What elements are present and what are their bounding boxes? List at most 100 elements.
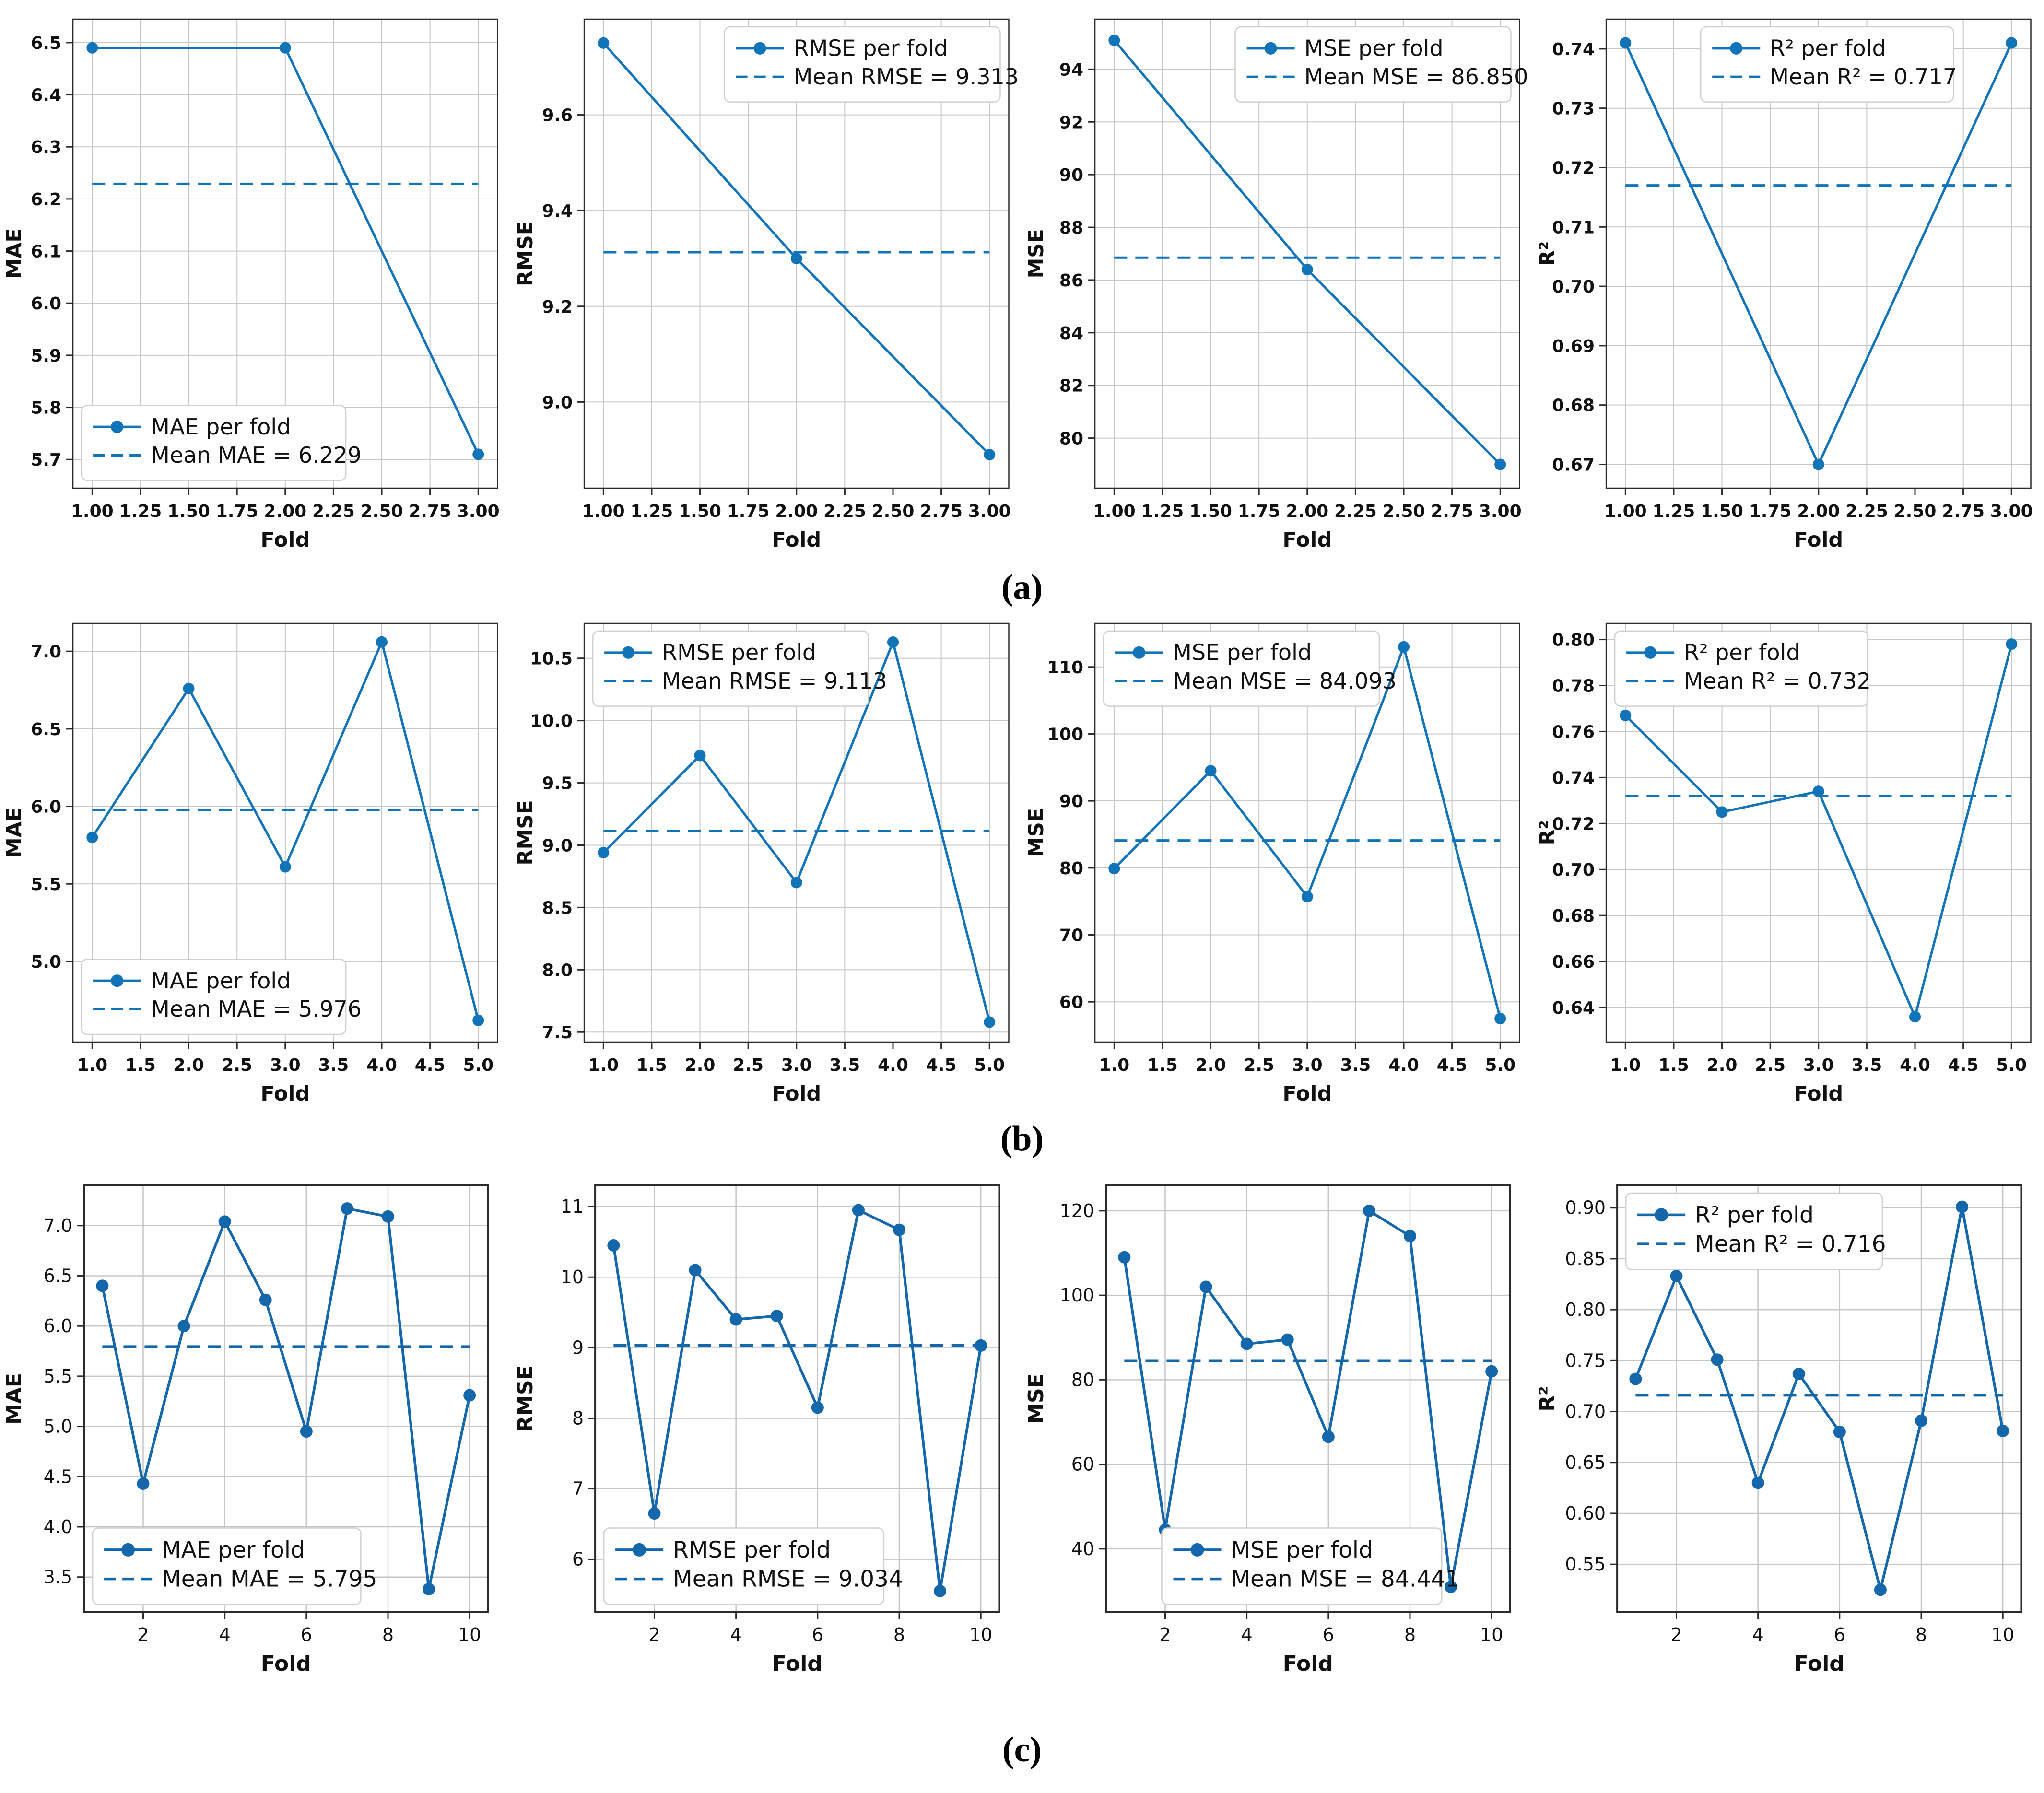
svg-text:80: 80: [1071, 1369, 1094, 1390]
svg-text:3.5: 3.5: [44, 1567, 72, 1588]
svg-text:R²: R²: [1535, 1386, 1560, 1411]
svg-text:Mean R² = 0.717: Mean R² = 0.717: [1770, 64, 1957, 90]
svg-text:1.0: 1.0: [1099, 1055, 1129, 1075]
chart-a-mae: 1.00 1.25 1.50 1.75 2.00 2.25 2.50 2.75 3.00 5.7 5…: [0, 0, 511, 566]
svg-text:1.50: 1.50: [167, 502, 210, 521]
svg-text:MSE: MSE: [1024, 229, 1048, 278]
svg-text:1.25: 1.25: [1652, 502, 1695, 521]
svg-text:0.55: 0.55: [1565, 1554, 1606, 1575]
svg-text:1.00: 1.00: [1604, 502, 1646, 521]
svg-text:3.00: 3.00: [1990, 502, 2032, 521]
svg-text:9.2: 9.2: [542, 297, 573, 317]
svg-text:0.73: 0.73: [1552, 99, 1595, 119]
svg-text:9.0: 9.0: [542, 836, 573, 855]
svg-text:3.5: 3.5: [1340, 1055, 1371, 1075]
svg-text:6.2: 6.2: [31, 190, 61, 210]
svg-text:1.75: 1.75: [1749, 502, 1791, 521]
svg-text:5.8: 5.8: [31, 398, 61, 418]
svg-text:4.5: 4.5: [415, 1055, 446, 1075]
svg-text:RMSE: RMSE: [513, 1365, 538, 1432]
svg-text:2.5: 2.5: [222, 1055, 252, 1075]
svg-text:88: 88: [1059, 218, 1083, 238]
svg-text:1.00: 1.00: [1093, 502, 1136, 521]
svg-text:5.0: 5.0: [1996, 1055, 2027, 1075]
svg-text:2.75: 2.75: [1942, 502, 1985, 521]
svg-text:6: 6: [572, 1549, 583, 1570]
svg-text:Fold: Fold: [772, 1082, 821, 1106]
svg-text:90: 90: [1059, 165, 1083, 185]
chart-c-rmse: 2 4 6 8 10 6 7 8 9 10 11 Fold RMSE RMSE per fold Mean …: [511, 1160, 1022, 1707]
svg-text:110: 110: [1047, 658, 1083, 678]
svg-text:6.0: 6.0: [44, 1315, 72, 1336]
svg-text:MAE per fold: MAE per fold: [162, 1537, 305, 1563]
row-b-5fold-charts: 1.0 1.5 2.0 2.5 3.0 3.5 4.0 4.5 5.0 5.0 5.5 6.0 6.5 7…: [0, 609, 2044, 1117]
svg-text:0.68: 0.68: [1552, 396, 1595, 416]
svg-text:5.0: 5.0: [31, 952, 61, 972]
svg-text:MSE: MSE: [1024, 1373, 1048, 1424]
svg-text:6.5: 6.5: [31, 720, 61, 739]
svg-text:8: 8: [893, 1624, 905, 1645]
svg-text:MSE per fold: MSE per fold: [1173, 639, 1312, 665]
svg-text:3.0: 3.0: [270, 1055, 301, 1075]
svg-text:2.50: 2.50: [1383, 502, 1425, 521]
svg-text:7.5: 7.5: [542, 1023, 573, 1043]
svg-text:2.75: 2.75: [920, 502, 963, 521]
svg-text:3.5: 3.5: [829, 1055, 860, 1075]
svg-text:MSE per fold: MSE per fold: [1231, 1537, 1373, 1563]
svg-text:80: 80: [1059, 859, 1083, 879]
svg-text:2.5: 2.5: [1755, 1055, 1786, 1075]
svg-text:1.75: 1.75: [216, 502, 258, 521]
svg-text:4: 4: [730, 1624, 741, 1645]
svg-text:R² per fold: R² per fold: [1684, 639, 1800, 665]
svg-text:3.5: 3.5: [318, 1055, 349, 1075]
svg-text:90: 90: [1059, 792, 1083, 811]
svg-text:6: 6: [301, 1624, 312, 1645]
svg-text:1.50: 1.50: [679, 502, 721, 521]
line-chart-canvas-b-mse: 1.0 1.5 2.0 2.5 3.0 3.5 4.0 4.5 5.0 60 70 80 90 100 11…: [1022, 609, 1533, 1117]
svg-text:RMSE per fold: RMSE per fold: [793, 35, 948, 61]
svg-text:MSE per fold: MSE per fold: [1304, 35, 1444, 61]
svg-text:0.72: 0.72: [1552, 159, 1595, 178]
svg-text:Fold: Fold: [260, 528, 310, 552]
svg-text:0.80: 0.80: [1552, 631, 1595, 650]
svg-text:0.70: 0.70: [1565, 1401, 1606, 1422]
svg-text:Mean MSE = 84.441: Mean MSE = 84.441: [1231, 1566, 1460, 1593]
line-chart-canvas-c-r2: 2 4 6 8 10 0.55 0.60 0.65 0.70 0.75 0.80 0.85 0.90 Fo…: [1533, 1160, 2044, 1707]
svg-text:8: 8: [572, 1407, 583, 1429]
svg-text:2.0: 2.0: [1706, 1055, 1737, 1075]
svg-text:6.3: 6.3: [31, 138, 61, 157]
svg-text:94: 94: [1059, 60, 1083, 80]
svg-text:4.0: 4.0: [1388, 1055, 1419, 1075]
svg-text:3.00: 3.00: [457, 502, 500, 521]
svg-text:92: 92: [1059, 113, 1083, 132]
svg-text:MAE: MAE: [2, 228, 26, 279]
svg-text:R² per fold: R² per fold: [1695, 1202, 1814, 1228]
line-chart-canvas-a-rmse: 1.00 1.25 1.50 1.75 2.00 2.25 2.50 2.75 3.00 9.0 9…: [511, 0, 1022, 566]
svg-text:6.4: 6.4: [31, 86, 61, 105]
svg-text:RMSE: RMSE: [514, 800, 538, 865]
svg-text:Mean RMSE = 9.113: Mean RMSE = 9.113: [662, 668, 887, 694]
svg-text:Fold: Fold: [772, 1652, 822, 1676]
svg-text:MAE: MAE: [2, 1373, 26, 1425]
chart-c-r2: 2 4 6 8 10 0.55 0.60 0.65 0.70 0.75 0.80 0.85 0.90 Fo…: [1533, 1160, 2044, 1707]
svg-text:RMSE per fold: RMSE per fold: [662, 639, 816, 665]
svg-text:8.5: 8.5: [542, 898, 573, 918]
svg-text:0.78: 0.78: [1552, 677, 1595, 696]
svg-text:1.5: 1.5: [1658, 1055, 1689, 1075]
svg-text:2.00: 2.00: [264, 502, 306, 521]
svg-text:Fold: Fold: [1794, 1082, 1843, 1106]
svg-text:2.0: 2.0: [1196, 1055, 1226, 1075]
svg-text:1.75: 1.75: [727, 502, 769, 521]
svg-text:Fold: Fold: [1794, 528, 1843, 552]
svg-text:Mean MAE = 5.795: Mean MAE = 5.795: [162, 1566, 377, 1593]
svg-text:0.64: 0.64: [1552, 998, 1595, 1018]
svg-text:3.0: 3.0: [781, 1055, 811, 1075]
svg-text:9.5: 9.5: [542, 774, 573, 794]
svg-text:Mean MAE = 6.229: Mean MAE = 6.229: [151, 442, 362, 468]
chart-b-r2: 1.0 1.5 2.0 2.5 3.0 3.5 4.0 4.5 5.0 0.64 0.66 0.68 0…: [1533, 609, 2044, 1117]
svg-text:RMSE per fold: RMSE per fold: [673, 1537, 831, 1563]
svg-text:0.65: 0.65: [1565, 1452, 1606, 1473]
chart-b-rmse: 1.0 1.5 2.0 2.5 3.0 3.5 4.0 4.5 5.0 7.5 8.0 8.5 9.0 9…: [511, 609, 1022, 1117]
row-label-b: (b): [1000, 1119, 1044, 1159]
svg-text:0.74: 0.74: [1552, 768, 1595, 788]
